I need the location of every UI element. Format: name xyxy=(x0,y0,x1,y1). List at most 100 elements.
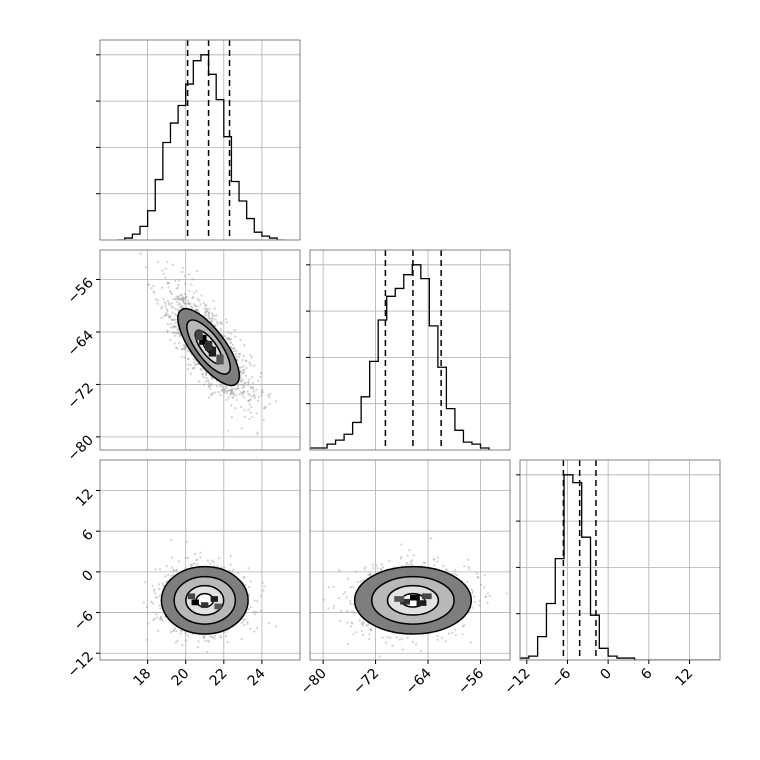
scatter-point xyxy=(346,621,349,624)
scatter-point xyxy=(226,390,229,393)
scatter-point xyxy=(182,347,186,350)
x-tick-label: −72 xyxy=(350,666,382,698)
panel-frame xyxy=(519,459,721,661)
y-tick-label: −56 xyxy=(65,275,97,307)
scatter-point xyxy=(505,592,508,595)
scatter-point xyxy=(173,627,177,630)
scatter-point xyxy=(346,577,350,580)
scatter-point xyxy=(158,604,161,607)
scatter-point xyxy=(164,314,167,317)
scatter-point xyxy=(242,396,245,399)
scatter-point xyxy=(189,563,192,567)
scatter-point xyxy=(332,607,335,610)
scatter-point xyxy=(241,391,244,394)
scatter-point xyxy=(155,596,158,599)
scatter-point xyxy=(198,299,201,302)
scatter-point xyxy=(248,593,251,596)
scatter-point xyxy=(405,561,408,565)
scatter-point xyxy=(401,648,404,651)
scatter-point xyxy=(196,270,199,273)
scatter-point xyxy=(211,318,214,321)
scatter-point xyxy=(196,563,199,566)
scatter-point xyxy=(241,358,244,362)
scatter-point xyxy=(212,560,216,563)
scatter-point xyxy=(186,358,190,361)
scatter-point xyxy=(199,303,202,306)
scatter-point xyxy=(264,405,267,408)
scatter-point xyxy=(179,306,182,309)
scatter-point xyxy=(166,281,169,284)
scatter-point xyxy=(176,328,179,331)
scatter-point xyxy=(181,306,184,309)
scatter-point xyxy=(170,318,173,321)
scatter-point xyxy=(230,389,233,392)
scatter-point xyxy=(180,293,183,296)
scatter-point xyxy=(214,391,217,394)
scatter-point xyxy=(222,388,225,392)
scatter-point xyxy=(184,282,187,285)
scatter-point xyxy=(176,308,180,311)
scatter-point xyxy=(171,263,174,266)
scatter-point xyxy=(207,396,211,399)
scatter-point xyxy=(381,566,385,569)
scatter-point xyxy=(223,388,226,391)
scatter-point xyxy=(249,354,252,357)
y-tick-label: 6 xyxy=(79,527,97,545)
scatter-point xyxy=(211,316,214,319)
scatter-point xyxy=(239,370,242,373)
scatter-point xyxy=(171,318,174,321)
scatter-point xyxy=(242,391,245,394)
scatter-point xyxy=(177,332,181,335)
scatter-point xyxy=(174,298,177,301)
scatter-point xyxy=(211,559,214,562)
scatter-point xyxy=(205,307,208,310)
scatter-point xyxy=(176,639,179,642)
scatter-point xyxy=(168,303,171,306)
scatter-point xyxy=(249,627,252,630)
scatter-point xyxy=(192,366,196,369)
scatter-point xyxy=(423,561,426,565)
scatter-point xyxy=(189,372,193,376)
scatter-point xyxy=(184,639,187,642)
scatter-point xyxy=(208,387,212,390)
scatter-point xyxy=(220,388,223,392)
scatter-point xyxy=(180,348,184,351)
scatter-point xyxy=(174,307,177,311)
scatter-point xyxy=(255,412,258,415)
scatter-point xyxy=(168,315,171,318)
scatter-point xyxy=(194,304,197,308)
scatter-point xyxy=(184,296,188,299)
scatter-point xyxy=(268,396,271,399)
scatter-point xyxy=(238,366,241,369)
scatter-point xyxy=(247,381,250,384)
scatter-point xyxy=(240,384,243,387)
density-peak-cell xyxy=(400,598,411,605)
scatter-point xyxy=(242,378,245,381)
scatter-point xyxy=(223,391,226,394)
scatter-point xyxy=(229,332,232,335)
scatter-point xyxy=(205,376,208,379)
scatter-point xyxy=(195,363,198,366)
scatter-point xyxy=(202,372,205,376)
scatter-point xyxy=(243,368,246,371)
scatter-point xyxy=(160,305,164,308)
scatter-point xyxy=(183,274,187,277)
scatter-point xyxy=(239,377,243,380)
scatter-point xyxy=(176,286,179,289)
density-peak-cell xyxy=(409,594,420,601)
scatter-point xyxy=(197,640,200,643)
scatter-point xyxy=(177,298,180,301)
scatter-point xyxy=(139,252,142,255)
scatter-point xyxy=(430,537,433,540)
scatter-point xyxy=(340,609,343,612)
scatter-point xyxy=(208,635,212,638)
scatter-point xyxy=(190,283,193,286)
scatter-point xyxy=(167,302,170,305)
scatter-point xyxy=(391,644,394,647)
scatter-point xyxy=(195,309,198,312)
scatter-point xyxy=(253,630,256,633)
scatter-point xyxy=(371,563,375,566)
scatter-point xyxy=(208,318,212,321)
scatter-point xyxy=(266,394,270,397)
scatter-point xyxy=(368,633,371,636)
